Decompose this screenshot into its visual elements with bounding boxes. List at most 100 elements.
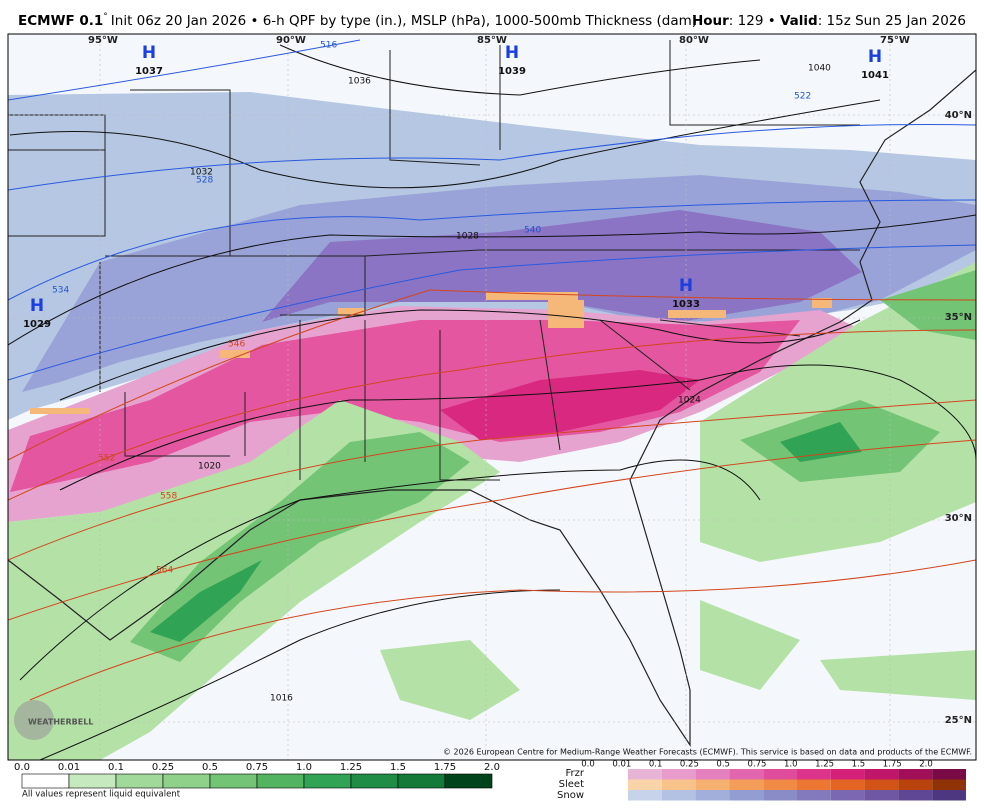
longitude-label: 75°W [880,35,910,46]
frzr-heavy [440,370,700,440]
ptype-tick-label: 1.25 [815,760,834,770]
thickness-label: 516 [320,41,337,51]
ptype-tick-label: 0.01 [612,760,631,770]
high-pressure: 1029 [23,319,51,330]
ptype-tick-label: 1.0 [784,760,798,770]
high-pressure: 1037 [135,66,163,77]
high-symbol: H [868,47,882,67]
high-symbol: H [30,296,44,316]
ptype-color-cell [898,779,933,790]
map-frame [7,33,977,761]
high-symbol: H [679,276,693,296]
ptype-color-cell [797,769,831,780]
qpf-tick-label: 2.0 [484,762,500,773]
description: Init 06z 20 Jan 2026 • 6-h QPF by type (… [111,13,697,29]
thickness-label: 522 [794,92,811,102]
ptype-color-cell [830,790,865,801]
high-symbol: H [142,43,156,63]
ptype-color-cell [763,769,797,780]
sleet [30,292,832,414]
longitude-label: 90°W [276,35,306,46]
hour-label: Hour [692,13,729,29]
isobar-label: 1036 [348,77,371,87]
qpf-tick-label: 0.25 [152,762,174,773]
ptype-color-cell [898,769,933,780]
longitude-label: 80°W [679,35,709,46]
ptype-color-cell [932,779,966,790]
ptype-color-cell [695,779,730,790]
ptype-tick-label: 1.5 [852,760,866,770]
ptype-color-cell [797,790,831,801]
isobar-label: 1028 [456,232,479,242]
qpf-tick-label: 0.0 [14,762,30,773]
isobar-label: 1020 [198,462,221,472]
isobar-label: 1024 [678,396,701,406]
ptype-tick-label: 0.25 [680,760,699,770]
ptype-color-cell [830,779,865,790]
ptype-color-cell [830,769,865,780]
isobar-label: 1016 [270,694,293,704]
thickness-label: 546 [228,340,245,350]
latitude-label: 30°N [945,513,972,524]
ptype-row-label: Sleet [559,779,584,790]
ptype-tick-label: 0.0 [581,760,595,770]
latitude-label: 25°N [945,715,972,726]
ptype-tick-label: 2.0 [919,760,933,770]
ptype-color-cell [628,790,662,801]
thickness-label: 558 [160,492,177,502]
degree: ° [103,12,108,22]
ptype-color-cell [661,779,696,790]
copyright: © 2026 European Centre for Medium-Range … [443,748,972,757]
ptype-color-cell [729,779,764,790]
ptype-color-cell [661,769,696,780]
ptype-color-cell [932,790,966,801]
ptype-color-cell [763,790,797,801]
latitude-label: 35°N [945,312,972,323]
thickness-label: 564 [156,566,173,576]
qpf-tick-label: 1.5 [390,762,406,773]
high-pressure: 1041 [861,70,889,81]
qpf-tick-label: 1.75 [434,762,456,773]
isobars [8,44,976,760]
snow-heavy [262,210,862,322]
watermark-logo [14,700,54,740]
ptype-color-cell [797,779,831,790]
ptype-color-cell [864,790,899,801]
ptype-tick-label: 0.5 [716,760,730,770]
qpf-colorbar [21,773,493,789]
ptype-row-label: Snow [557,790,584,801]
qpf-tick-label: 1.25 [340,762,362,773]
ptype-tick-label: 0.1 [649,760,663,770]
thickness-label: 534 [52,286,69,296]
ptype-color-cell [661,790,696,801]
watermark: WEATHERBELL [28,718,93,727]
thickness-label: 540 [524,226,541,236]
qpf-tick-label: 0.1 [108,762,124,773]
qpf-tick-label: 0.01 [58,762,80,773]
borders [8,40,976,747]
map: 95°W 90°W 85°W 80°W 75°W 40°N 35°N 30°N … [7,33,977,761]
ptype-tick-label: 1.75 [883,760,902,770]
rain [8,262,976,760]
high-pressure: 1039 [498,66,526,77]
high-pressure: 1033 [672,299,700,310]
qpf-note: All values represent liquid equivalent [22,790,181,800]
ptype-color-cell [864,769,899,780]
ptype-color-cell [729,769,764,780]
high-symbol: H [505,43,519,63]
ptype-color-cell [628,769,662,780]
frzr-medium [10,320,800,492]
ptype-legend: Frzr Sleet Snow 0.0 0.01 0.1 0.25 0.5 0.75 1.0… [557,760,966,801]
ptype-color-cell [763,779,797,790]
qpf-legend: 0.0 0.01 0.1 0.25 0.5 0.75 1.0 1.25 1.5 1.75 2.0 A… [14,762,500,800]
ptype-tick-label: 0.75 [748,760,767,770]
thickness-label: 552 [98,454,115,464]
valid: : 15z Sun 25 Jan 2026 [818,13,966,29]
ptype-color-cell [864,779,899,790]
ptype-row-label: Frzr [566,768,585,779]
hour: : 129 • [729,13,780,29]
ptype-color-cell [898,790,933,801]
ptype-color-cell [932,769,966,780]
header-title: ECMWF 0.1° Init 06z 20 Jan 2026 • 6-h QPF… [18,12,697,30]
